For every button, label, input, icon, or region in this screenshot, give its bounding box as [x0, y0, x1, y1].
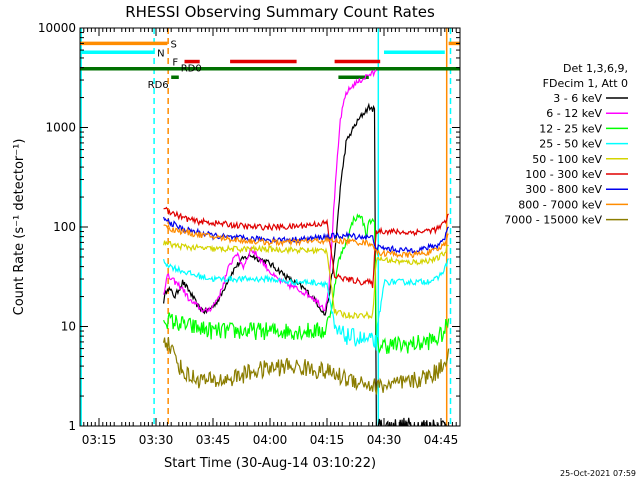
legend-entry-label: 6 - 12 keV — [546, 107, 602, 120]
legend-header-line-2: FDecim 1, Att 0 — [543, 77, 628, 90]
series-line-12-25keV — [163, 213, 450, 354]
legend-entry-label: 800 - 7000 keV — [518, 198, 602, 211]
y-tick-label: 10 — [61, 320, 76, 334]
x-tick-label: 03:15 — [82, 433, 117, 447]
legend: 3 - 6 keV 6 - 12 keV 12 - 25 keV 25 - 50 ke… — [504, 92, 628, 227]
series-line-6-12keV — [163, 69, 377, 313]
x-tick-label: 04:15 — [310, 433, 345, 447]
series-line-3-6keV — [163, 102, 449, 426]
x-tick-label: 03:45 — [196, 433, 231, 447]
footer-timestamp: 25-Oct-2021 07:59 — [560, 469, 636, 478]
x-tick-label: 04:00 — [253, 433, 288, 447]
x-tick-label: 04:30 — [367, 433, 402, 447]
legend-entry-label: 300 - 800 keV — [525, 183, 602, 196]
series-line-800-7000keV — [163, 223, 449, 259]
flag-label: N — [157, 48, 164, 59]
y-tick-label: 100 — [53, 220, 76, 234]
series-line-7000-15000keV — [163, 336, 450, 395]
chart-title: RHESSI Observing Summary Count Rates — [125, 3, 435, 21]
legend-header-line-1: Det 1,3,6,9, — [563, 62, 628, 75]
x-tick-label: 04:45 — [424, 433, 459, 447]
y-tick-label: 1 — [68, 419, 76, 433]
series-line-50-100keV — [163, 240, 449, 320]
flag-label: RD0 — [181, 64, 202, 75]
y-axis-label: Count Rate (s⁻¹ detector⁻¹) — [12, 139, 27, 316]
flag-label: RD6 — [148, 80, 169, 91]
x-tick-label: 03:30 — [139, 433, 174, 447]
y-tick-label: 1000 — [45, 121, 76, 135]
legend-entry-label: 12 - 25 keV — [539, 122, 602, 135]
legend-entry-label: 100 - 300 keV — [525, 168, 602, 181]
y-tick-label: 10000 — [38, 21, 76, 35]
legend-entry-label: 50 - 100 keV — [532, 153, 602, 166]
x-axis-label: Start Time (30-Aug-14 03:10:22) — [164, 456, 376, 471]
legend-entry-label: 25 - 50 keV — [539, 138, 602, 151]
legend-entry-label: 3 - 6 keV — [553, 92, 602, 105]
plot-frame — [79, 27, 461, 427]
series-line-100-300keV — [163, 206, 449, 289]
series-line-25-50keV — [163, 258, 449, 351]
flag-label: F — [172, 58, 178, 69]
flag-label: S — [170, 39, 176, 50]
legend-entry-label: 7000 - 15000 keV — [504, 214, 602, 227]
